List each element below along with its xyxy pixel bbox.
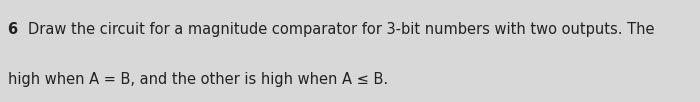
Text: high when A = B, and the other is high when A ≤ B.: high when A = B, and the other is high w… [8, 72, 388, 87]
Text: 6: 6 [8, 22, 24, 37]
Text: Draw the circuit for a magnitude comparator for 3-bit numbers with two outputs. : Draw the circuit for a magnitude compara… [28, 22, 659, 37]
